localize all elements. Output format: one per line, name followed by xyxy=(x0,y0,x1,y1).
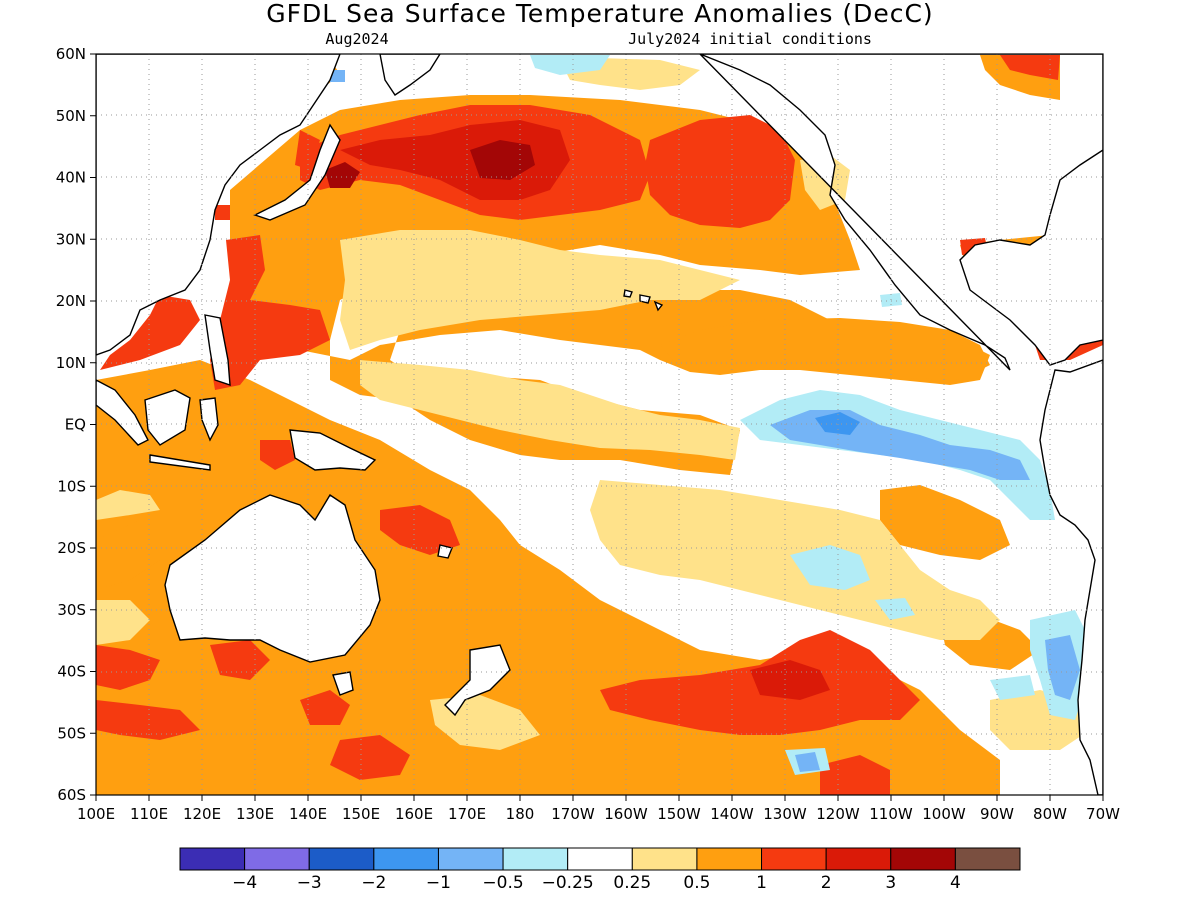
map-title: GFDL Sea Surface Temperature Anomalies (… xyxy=(266,0,933,28)
lon-tick-label: 160W xyxy=(604,805,648,823)
lon-tick-label: 80W xyxy=(1033,805,1067,823)
anomaly-strong-negative-field xyxy=(815,412,860,435)
lat-tick-label: 60N xyxy=(56,45,86,63)
colorbar-swatch xyxy=(954,847,1021,871)
lat-tick-label: 50N xyxy=(56,107,86,125)
anomaly-extreme-positive-field xyxy=(325,140,535,188)
map-panel xyxy=(96,54,1103,795)
colorbar-label: 2 xyxy=(821,873,832,893)
north-america-land xyxy=(699,54,1103,371)
lon-tick-label: 150E xyxy=(342,805,380,823)
colorbar-label: 1 xyxy=(756,873,767,893)
lat-tick-label: 10S xyxy=(57,477,86,495)
lon-tick-label: 170W xyxy=(551,805,595,823)
java-land xyxy=(149,454,211,471)
colorbar-label: 4 xyxy=(950,873,961,893)
colorbar-label: −1 xyxy=(426,873,451,893)
lon-tick-label: 100E xyxy=(77,805,115,823)
sumatra-land xyxy=(96,379,149,446)
australia-land xyxy=(164,494,381,663)
colorbar-swatch xyxy=(567,847,633,871)
colorbar-label: −0.5 xyxy=(482,873,523,893)
colorbar: −4 −3 −2 −1 −0.5 −0.25 0.25 0.5 1 2 3 4 xyxy=(179,847,1021,893)
lon-tick-label: 170E xyxy=(448,805,486,823)
lon-tick-label: 130W xyxy=(763,805,807,823)
colorbar-swatch xyxy=(179,847,246,871)
colorbar-label: 3 xyxy=(885,873,896,893)
lon-tick-label: 110W xyxy=(869,805,913,823)
lat-tick-label: 50S xyxy=(57,724,86,742)
colorbar-swatch xyxy=(761,847,827,871)
colorbar-swatch xyxy=(631,847,698,871)
lon-tick-label: 100W xyxy=(922,805,966,823)
lon-tick-label: 70W xyxy=(1086,805,1120,823)
sulawesi-land xyxy=(199,397,219,442)
tasmania-land xyxy=(332,671,354,696)
lon-tick-label: 140E xyxy=(289,805,327,823)
lon-tick-label: 120E xyxy=(183,805,221,823)
borneo-land xyxy=(144,389,191,446)
lat-tick-label: 40N xyxy=(56,169,86,187)
new-guinea-land xyxy=(289,429,377,471)
colorbar-swatch xyxy=(373,847,439,871)
colorbar-label: −3 xyxy=(297,873,322,893)
lon-tick-label: 150W xyxy=(657,805,701,823)
initial-conditions-label: July2024 initial conditions xyxy=(628,30,872,48)
colorbar-swatch xyxy=(437,847,504,871)
lon-tick-label: 160E xyxy=(395,805,433,823)
lon-tick-label: 140W xyxy=(710,805,754,823)
hawaii-islands xyxy=(623,289,664,312)
colorbar-label: 0.5 xyxy=(683,873,710,893)
philippines-land xyxy=(204,314,231,386)
new-zealand-land xyxy=(444,644,511,717)
kamchatka-land xyxy=(379,54,441,96)
lat-tick-label: 10N xyxy=(56,354,86,372)
colorbar-swatch xyxy=(696,847,763,871)
lon-tick-label: 120W xyxy=(816,805,860,823)
colorbar-label: −0.25 xyxy=(542,873,594,893)
landmasses xyxy=(96,54,1103,795)
lon-tick-label: 180 xyxy=(506,805,535,823)
colorbar-swatch xyxy=(890,847,956,871)
colorbar-label: −4 xyxy=(232,873,257,893)
lat-tick-label: 40S xyxy=(57,663,86,681)
lat-tick-label: 20N xyxy=(56,292,86,310)
lat-tick-label: 20S xyxy=(57,539,86,557)
colorbar-swatch xyxy=(825,847,892,871)
graticule xyxy=(96,54,1103,795)
lon-tick-label: 90W xyxy=(980,805,1014,823)
latitude-axis: 60N 50N 40N 30N 20N 10N EQ 10S 20S 30S 40S 50S 60S xyxy=(56,45,96,804)
longitude-axis: 100E 110E 120E 130E 140E 150E 160E 170E 180 170W 1… xyxy=(77,795,1120,823)
colorbar-label: 0.25 xyxy=(613,873,651,893)
forecast-month-label: Aug2024 xyxy=(325,30,388,48)
colorbar-swatch xyxy=(244,847,310,871)
colorbar-swatch xyxy=(308,847,375,871)
japan-land xyxy=(253,123,341,221)
lat-tick-label: 30N xyxy=(56,230,86,248)
lat-tick-label: 30S xyxy=(57,601,86,619)
lat-tick-label: EQ xyxy=(65,416,86,434)
lat-tick-label: 60S xyxy=(57,786,86,804)
colorbar-label: −2 xyxy=(361,873,386,893)
lon-tick-label: 110E xyxy=(130,805,168,823)
lon-tick-label: 130E xyxy=(236,805,274,823)
anomaly-very-strong-positive-field xyxy=(340,120,830,700)
south-america-land xyxy=(1039,359,1103,795)
asia-mainland xyxy=(96,54,341,356)
colorbar-swatch xyxy=(502,847,569,871)
